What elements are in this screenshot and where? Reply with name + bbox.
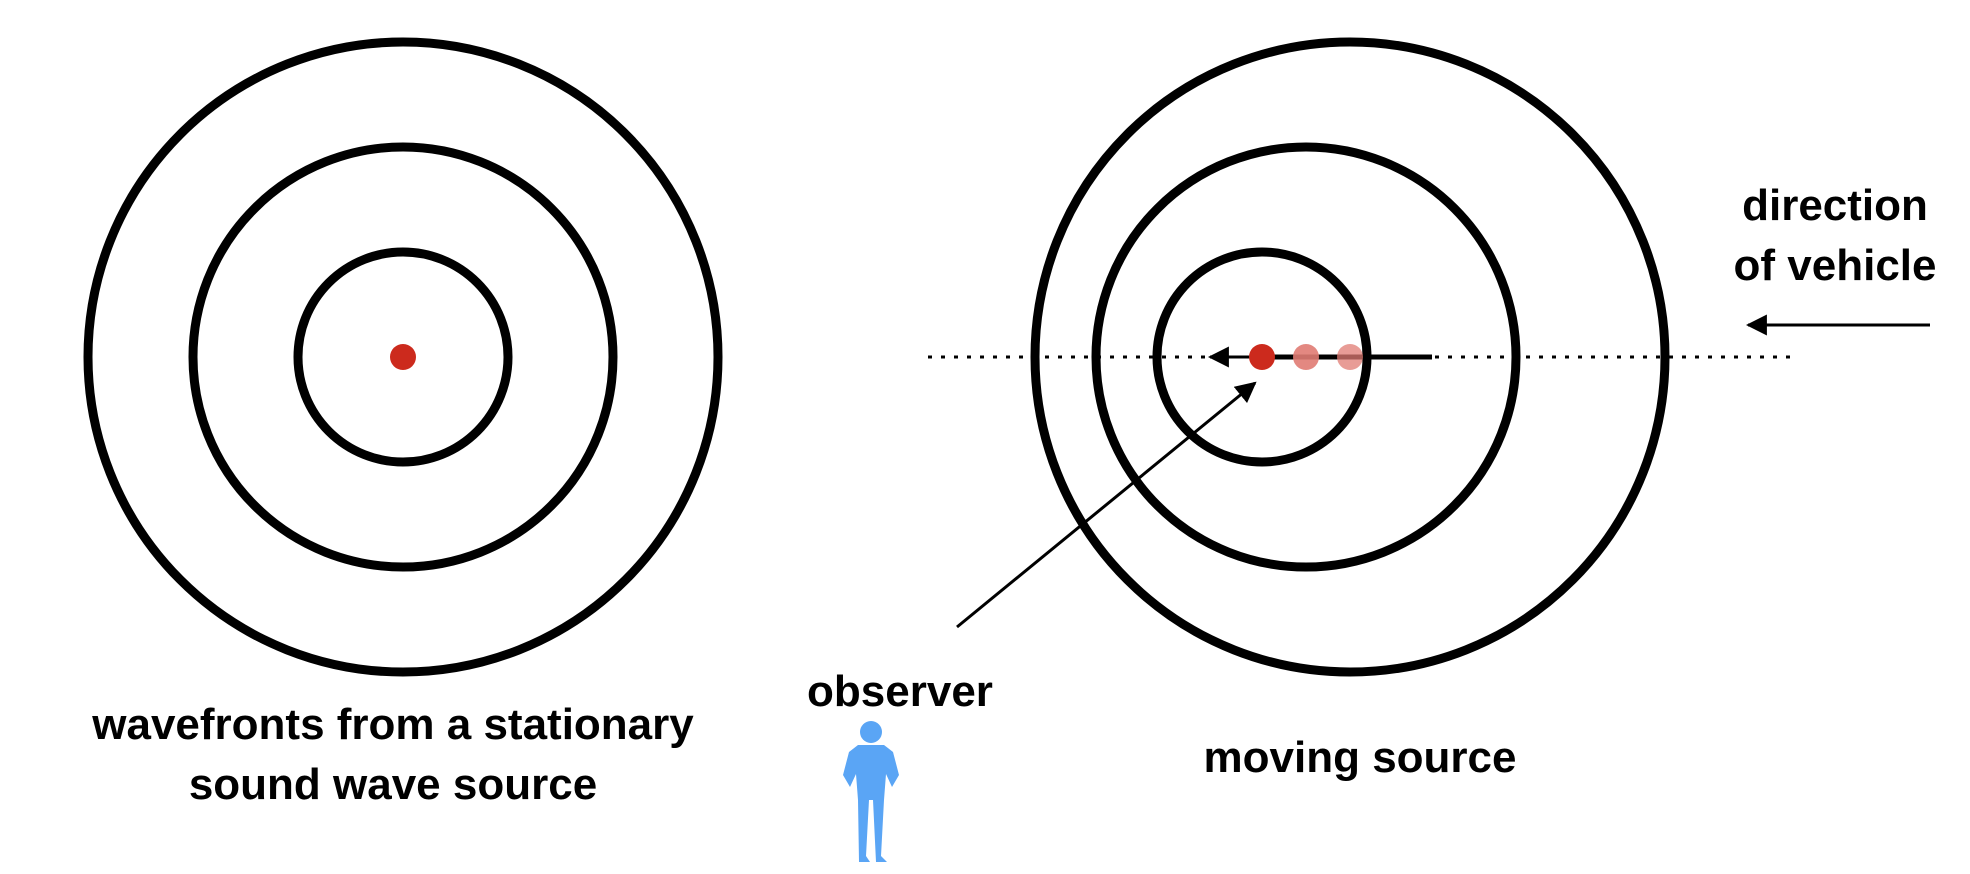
person-standing-icon — [843, 721, 899, 862]
moving-source-label: moving source — [1203, 733, 1517, 782]
moving-wavefront-middle — [1091, 142, 1521, 572]
moving-source-dot — [1249, 344, 1275, 370]
observer-label: observer — [807, 667, 993, 716]
moving-wavefront-outer — [1030, 37, 1670, 677]
moving-source-past-position-1 — [1293, 344, 1319, 370]
stationary-caption-line-2: sound wave source — [188, 760, 598, 809]
stationary-wavefronts — [83, 37, 723, 677]
direction-label-line-1: direction — [1742, 181, 1928, 230]
stationary-wavefront-middle — [188, 142, 618, 572]
stationary-wavefront-outer — [83, 37, 723, 677]
stationary-wavefront-inner — [293, 247, 513, 467]
observer-arrow — [956, 381, 1257, 629]
stationary-source-dot — [390, 344, 416, 370]
stationary-caption-line-1: wavefronts from a stationary — [92, 700, 694, 749]
direction-label-line-2: of vehicle — [1733, 241, 1937, 290]
moving-source-past-position-2 — [1337, 344, 1363, 370]
